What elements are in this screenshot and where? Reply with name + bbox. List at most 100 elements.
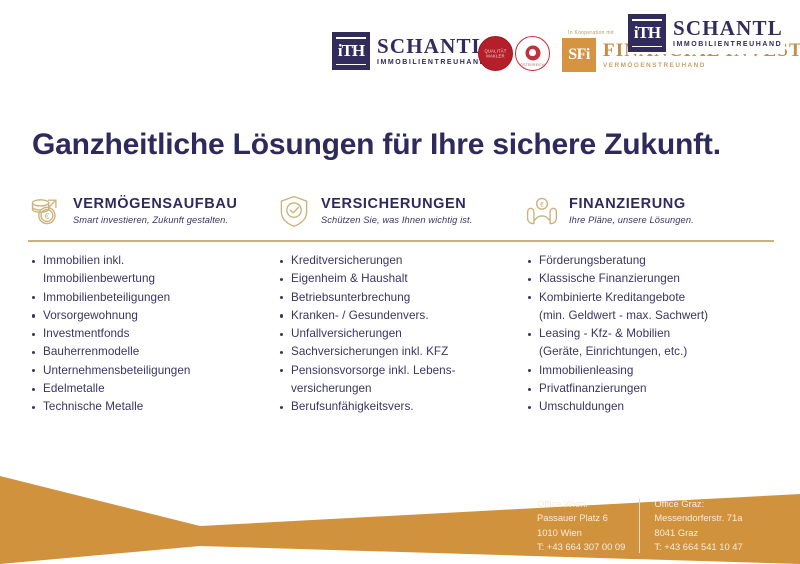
column-finanzierung: € FINANZIERUNG Ihre Pläne, unsere Lösung… xyxy=(524,188,772,234)
bullet-dot-icon xyxy=(280,332,284,336)
list-item: Kreditversicherungen xyxy=(280,252,524,270)
list-item: Umschuldungen xyxy=(528,398,772,416)
list-item: Sachversicherungen inkl. KFZ xyxy=(280,343,524,361)
office-graz-city: 8041 Graz xyxy=(654,526,699,538)
schantl-overlay-name: SCHANTL xyxy=(673,16,783,40)
hands-euro-coin-icon: € xyxy=(526,197,558,225)
schantl-logo-primary: iTH SCHANTL IMMOBILIENTREUHAND xyxy=(332,32,487,70)
schantl-subtitle: IMMOBILIENTREUHAND xyxy=(377,59,487,66)
bullet-dot-icon xyxy=(32,350,36,355)
bullet-dot-icon xyxy=(32,405,36,410)
list-item: Förderungsberatung xyxy=(528,252,772,270)
bullet-dot-icon xyxy=(280,259,284,263)
list-item-text: Pensionsvorsorge inkl. Lebens- xyxy=(291,363,456,377)
list-item-text: Investmentfonds xyxy=(43,327,130,341)
office-wien-street: Passauer Platz 6 xyxy=(537,512,608,524)
bullet-dot-icon xyxy=(32,387,36,391)
list-item-text: Sachversicherungen inkl. KFZ xyxy=(291,345,449,359)
list-versicherungen: Kreditversicherungen Eigenheim & Haushal… xyxy=(276,252,524,417)
ith-monogram-overlay-text: iTH xyxy=(633,23,661,42)
coins-euro-growth-icon: € xyxy=(31,199,57,225)
column-title: VERSICHERUNGEN xyxy=(321,195,467,212)
band-shape xyxy=(0,476,800,564)
list-item: Immobilien inkl. Immobilienbewertung xyxy=(32,252,276,289)
list-item-text: Kreditversicherungen xyxy=(291,254,403,267)
list-item: Pensionsvorsorge inkl. Lebens-versicheru… xyxy=(280,362,524,399)
list-item-text: Betriebsunterbrechung xyxy=(291,290,411,304)
list-item-text: Privatfinanzierungen xyxy=(539,382,647,396)
page-headline: Ganzheitliche Lösungen für Ihre sichere … xyxy=(32,128,721,161)
schantl-logo-overlay: iTH SCHANTL IMMOBILIENTREUHAND xyxy=(628,12,785,54)
bullet-dot-icon xyxy=(280,296,284,300)
bullet-dot-icon xyxy=(280,277,284,281)
list-item: Edelmetalle xyxy=(32,380,276,398)
ith-monogram-icon: iTH xyxy=(332,32,370,70)
schantl-overlay-subtitle: IMMOBILIENTREUHAND xyxy=(673,41,783,48)
quality-seal-red-text: QUALITÄT MAKLER xyxy=(484,47,507,59)
list-item: Kranken- / Gesundenvers. xyxy=(280,307,524,325)
office-graz-street: Messendorferstr. 71a xyxy=(654,512,743,524)
list-item-text: Kranken- / Gesundenvers. xyxy=(291,308,429,322)
list-item: Betriebsunterbrechung xyxy=(280,289,524,307)
quality-seal-white-text: ÖSTERREICH xyxy=(520,63,545,67)
office-graz-phone[interactable]: T: +43 664 541 10 47 xyxy=(654,540,743,552)
list-item: Unfallversicherungen xyxy=(280,325,524,343)
bullet-dot-icon xyxy=(280,314,284,318)
schantl-name: SCHANTL xyxy=(377,34,487,58)
list-item-text: Bauherrenmodelle xyxy=(43,345,140,359)
bullet-dot-icon xyxy=(32,259,36,263)
ith-monogram-text: iTH xyxy=(337,41,365,60)
service-lists: Immobilien inkl. Immobilienbewertung Immo… xyxy=(28,252,774,417)
list-item: Klassische Finanzierungen xyxy=(528,270,772,288)
list-item: Investmentfonds xyxy=(32,325,276,343)
list-vermoegensaufbau: Immobilien inkl. Immobilienbewertung Immo… xyxy=(28,252,276,417)
logo-bar: iTH SCHANTL IMMOBILIENTREUHAND QUALITÄT … xyxy=(0,0,800,100)
bullet-dot-icon xyxy=(32,296,36,300)
bullet-dot-icon xyxy=(280,369,284,373)
ith-monogram-overlay-icon: iTH xyxy=(628,14,666,52)
footer-contacts: Office Wien: Passauer Platz 6 1010 Wien … xyxy=(537,497,743,554)
office-wien-block: Office Wien: Passauer Platz 6 1010 Wien … xyxy=(537,497,639,554)
crest-icon xyxy=(525,45,540,61)
office-wien-city: 1010 Wien xyxy=(537,526,582,538)
list-item-text: Unfallversicherungen xyxy=(291,327,402,341)
sfi-monogram-icon: SFi xyxy=(562,38,596,72)
list-item-text: Eigenheim & Haushalt xyxy=(291,272,408,286)
bullet-dot-icon xyxy=(32,369,36,373)
bullet-dot-icon xyxy=(280,405,284,410)
section-divider xyxy=(28,240,774,242)
financial-invest-subtitle: VERMÖGENSTREUHAND xyxy=(603,61,706,69)
column-tagline: Smart investieren, Zukunft gestalten. xyxy=(73,215,229,226)
column-versicherungen: VERSICHERUNGEN Schützen Sie, was Ihnen w… xyxy=(276,188,524,234)
list-item-text: Vorsorgewohnung xyxy=(43,308,138,322)
list-finanzierung: Förderungsberatung Klassische Finanzieru… xyxy=(524,252,772,417)
list-item-text: Berufsunfähigkeitsvers. xyxy=(291,400,414,414)
bullet-dot-icon xyxy=(280,350,284,355)
footer-decorative-band xyxy=(0,476,800,564)
svg-text:€: € xyxy=(540,200,544,209)
bullet-dot-icon xyxy=(32,314,36,318)
office-graz-label: Office Graz: xyxy=(654,498,705,510)
list-item-text: Umschuldungen xyxy=(539,400,625,414)
footer-divider xyxy=(639,498,641,553)
list-item-text: Immobilien inkl. xyxy=(43,254,125,267)
list-item-continuation: (min. Geldwert - max. Sachwert) xyxy=(539,308,709,322)
list-item-text: Kombinierte Kreditangebote xyxy=(539,290,686,304)
bullet-dot-icon xyxy=(528,296,532,300)
office-wien-phone[interactable]: T: +43 664 307 00 09 xyxy=(537,540,626,552)
list-item-continuation: (Geräte, Einrichtungen, etc.) xyxy=(539,345,688,359)
list-item-text: Edelmetalle xyxy=(43,382,105,396)
list-item: Berufsunfähigkeitsvers. xyxy=(280,398,524,416)
bullet-dot-icon xyxy=(528,405,532,410)
list-item-text: Leasing - Kfz- & Mobilien xyxy=(539,327,671,341)
list-item-text: Immobilienbeteiligungen xyxy=(43,290,171,304)
office-graz-block: Office Graz: Messendorferstr. 71a 8041 G… xyxy=(654,497,742,554)
list-item-text: Unternehmensbeteiligungen xyxy=(43,363,191,377)
column-title: VERMÖGENSAUFBAU xyxy=(73,195,238,212)
column-tagline: Schützen Sie, was Ihnen wichtig ist. xyxy=(321,215,473,226)
bullet-dot-icon xyxy=(32,332,36,336)
bullet-dot-icon xyxy=(528,369,532,373)
service-column-headers: € VERMÖGENSAUFBAU Smart investieren, Zuk… xyxy=(28,188,774,234)
list-item-text: Immobilienleasing xyxy=(539,363,634,377)
column-title: FINANZIERUNG xyxy=(569,195,686,212)
